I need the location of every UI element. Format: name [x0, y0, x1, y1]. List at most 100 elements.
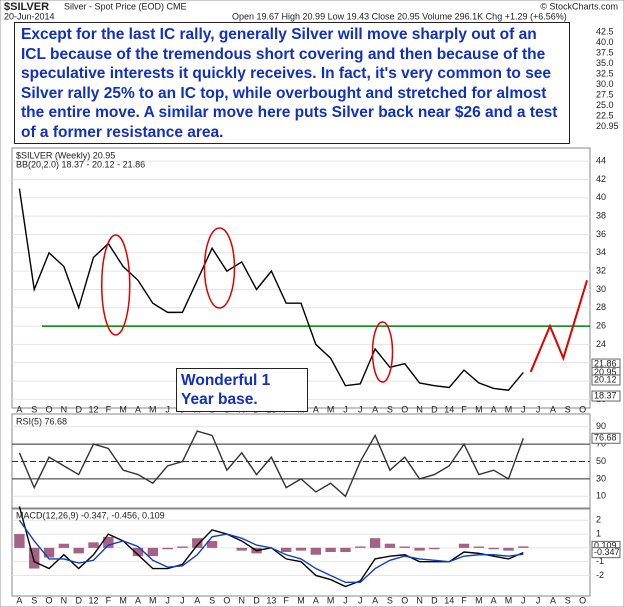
upper-axis-label: 25.0	[596, 100, 614, 110]
x-tick-label: N	[416, 595, 423, 605]
x-tick-label: O	[579, 595, 586, 605]
highlight-ellipse	[203, 227, 236, 309]
histogram-bar	[73, 547, 84, 554]
marker-label: 20.95	[594, 367, 617, 377]
histogram-bar	[88, 542, 99, 548]
marker-label-bg	[591, 432, 621, 444]
x-tick-label: A	[372, 595, 378, 605]
x-tick-label: S	[387, 595, 393, 605]
x-tick-label: A	[550, 595, 556, 605]
marker-label-bg	[591, 374, 621, 386]
x-tick-label: M	[327, 404, 335, 414]
x-tick-label: M	[297, 595, 305, 605]
base-note: Wonderful 1 Year base.	[176, 368, 308, 412]
x-tick-label: A	[194, 595, 200, 605]
x-tick-label: 12	[89, 404, 99, 414]
x-tick-label: N	[416, 404, 423, 414]
x-tick-label: J	[536, 595, 541, 605]
x-tick-label: A	[135, 595, 141, 605]
histogram-bar	[414, 547, 425, 551]
histogram-bar	[103, 536, 114, 548]
x-tick-label: M	[475, 404, 483, 414]
x-tick-label: A	[550, 404, 556, 414]
upper-axis-label: 22.5	[596, 110, 614, 120]
histogram-bar	[206, 540, 218, 548]
x-tick-label: A	[491, 404, 497, 414]
histogram-bar	[295, 547, 307, 551]
panel-title: RSI(5) 76.68	[16, 416, 67, 426]
x-tick-label: N	[61, 404, 68, 414]
histogram-bar	[177, 546, 188, 548]
histogram-bar	[503, 547, 514, 551]
upper-axis-label: 32.5	[596, 68, 614, 78]
y-tick-label: 36	[596, 229, 606, 239]
annotation-box: Except for the last IC rally, generally …	[14, 22, 570, 144]
x-tick-label: 14	[444, 404, 454, 414]
series-line	[18, 188, 524, 391]
y-tick-label: 38	[596, 211, 606, 221]
x-tick-label: A	[313, 404, 319, 414]
histogram-bar	[236, 547, 247, 551]
marker-label: 0.109	[594, 541, 617, 551]
x-tick-label: J	[358, 595, 363, 605]
y-tick-label: 1	[596, 528, 601, 538]
x-tick-label: F	[461, 404, 467, 414]
y-tick-label: -2	[596, 570, 604, 580]
x-tick-label: J	[536, 404, 541, 414]
panel-title: MACD(12,26,9) -0.347, -0.456, 0.109	[16, 510, 165, 520]
description: Silver - Spot Price (EOD) CME	[64, 1, 187, 11]
upper-axis-label: 40.0	[596, 37, 614, 47]
upper-axis-label: 37.5	[596, 47, 614, 57]
upper-axis-label: 35.0	[596, 58, 614, 68]
histogram-bar	[429, 547, 440, 550]
marker-label: 21.86	[594, 358, 617, 368]
x-tick-label: J	[165, 595, 170, 605]
x-tick-label: O	[401, 404, 408, 414]
x-tick-label: A	[313, 595, 319, 605]
histogram-bar	[147, 547, 158, 557]
x-tick-label: J	[358, 404, 363, 414]
marker-label-bg	[591, 390, 621, 402]
x-tick-label: A	[16, 404, 22, 414]
x-tick-label: F	[106, 595, 112, 605]
y-tick-label: 24	[596, 339, 606, 349]
histogram-bar	[355, 546, 366, 548]
x-tick-label: D	[431, 404, 438, 414]
x-tick-label: M	[149, 595, 157, 605]
y-tick-label: 42	[596, 174, 606, 184]
x-tick-label: N	[61, 595, 68, 605]
x-tick-label: J	[343, 404, 348, 414]
x-tick-label: S	[31, 404, 37, 414]
panel-subtitle: BB(20,2.0) 18.37 - 20.12 - 21.86	[16, 159, 145, 169]
y-tick-label: 40	[596, 192, 606, 202]
x-tick-label: M	[505, 595, 513, 605]
y-tick-label: -1	[596, 556, 604, 566]
x-tick-label: J	[165, 404, 170, 414]
histogram-bar	[340, 547, 351, 552]
copyright: © StockCharts.com	[540, 1, 618, 11]
x-tick-label: 12	[89, 595, 99, 605]
x-tick-label: D	[75, 595, 82, 605]
histogram-bar	[280, 547, 292, 552]
x-tick-label: F	[461, 595, 467, 605]
series-line	[18, 519, 524, 584]
histogram-bar	[369, 538, 381, 548]
x-tick-label: J	[521, 595, 526, 605]
x-tick-label: A	[135, 404, 141, 414]
date: 20-Jun-2014	[4, 11, 55, 21]
x-tick-label: J	[521, 404, 526, 414]
x-tick-label: O	[46, 404, 53, 414]
histogram-bar	[325, 547, 336, 552]
upper-axis-label: 30.0	[596, 79, 614, 89]
x-tick-label: M	[327, 595, 335, 605]
projection-line	[529, 279, 588, 373]
y-tick-label: 30	[596, 473, 606, 483]
panel-title: $SILVER (Weekly) 20.95	[16, 150, 115, 160]
x-tick-label: D	[431, 595, 438, 605]
x-tick-label: S	[31, 595, 37, 605]
y-tick-label: 44	[596, 156, 606, 166]
x-tick-label: N	[238, 595, 245, 605]
marker-label: 20.12	[594, 374, 617, 384]
x-tick-label: S	[565, 595, 571, 605]
